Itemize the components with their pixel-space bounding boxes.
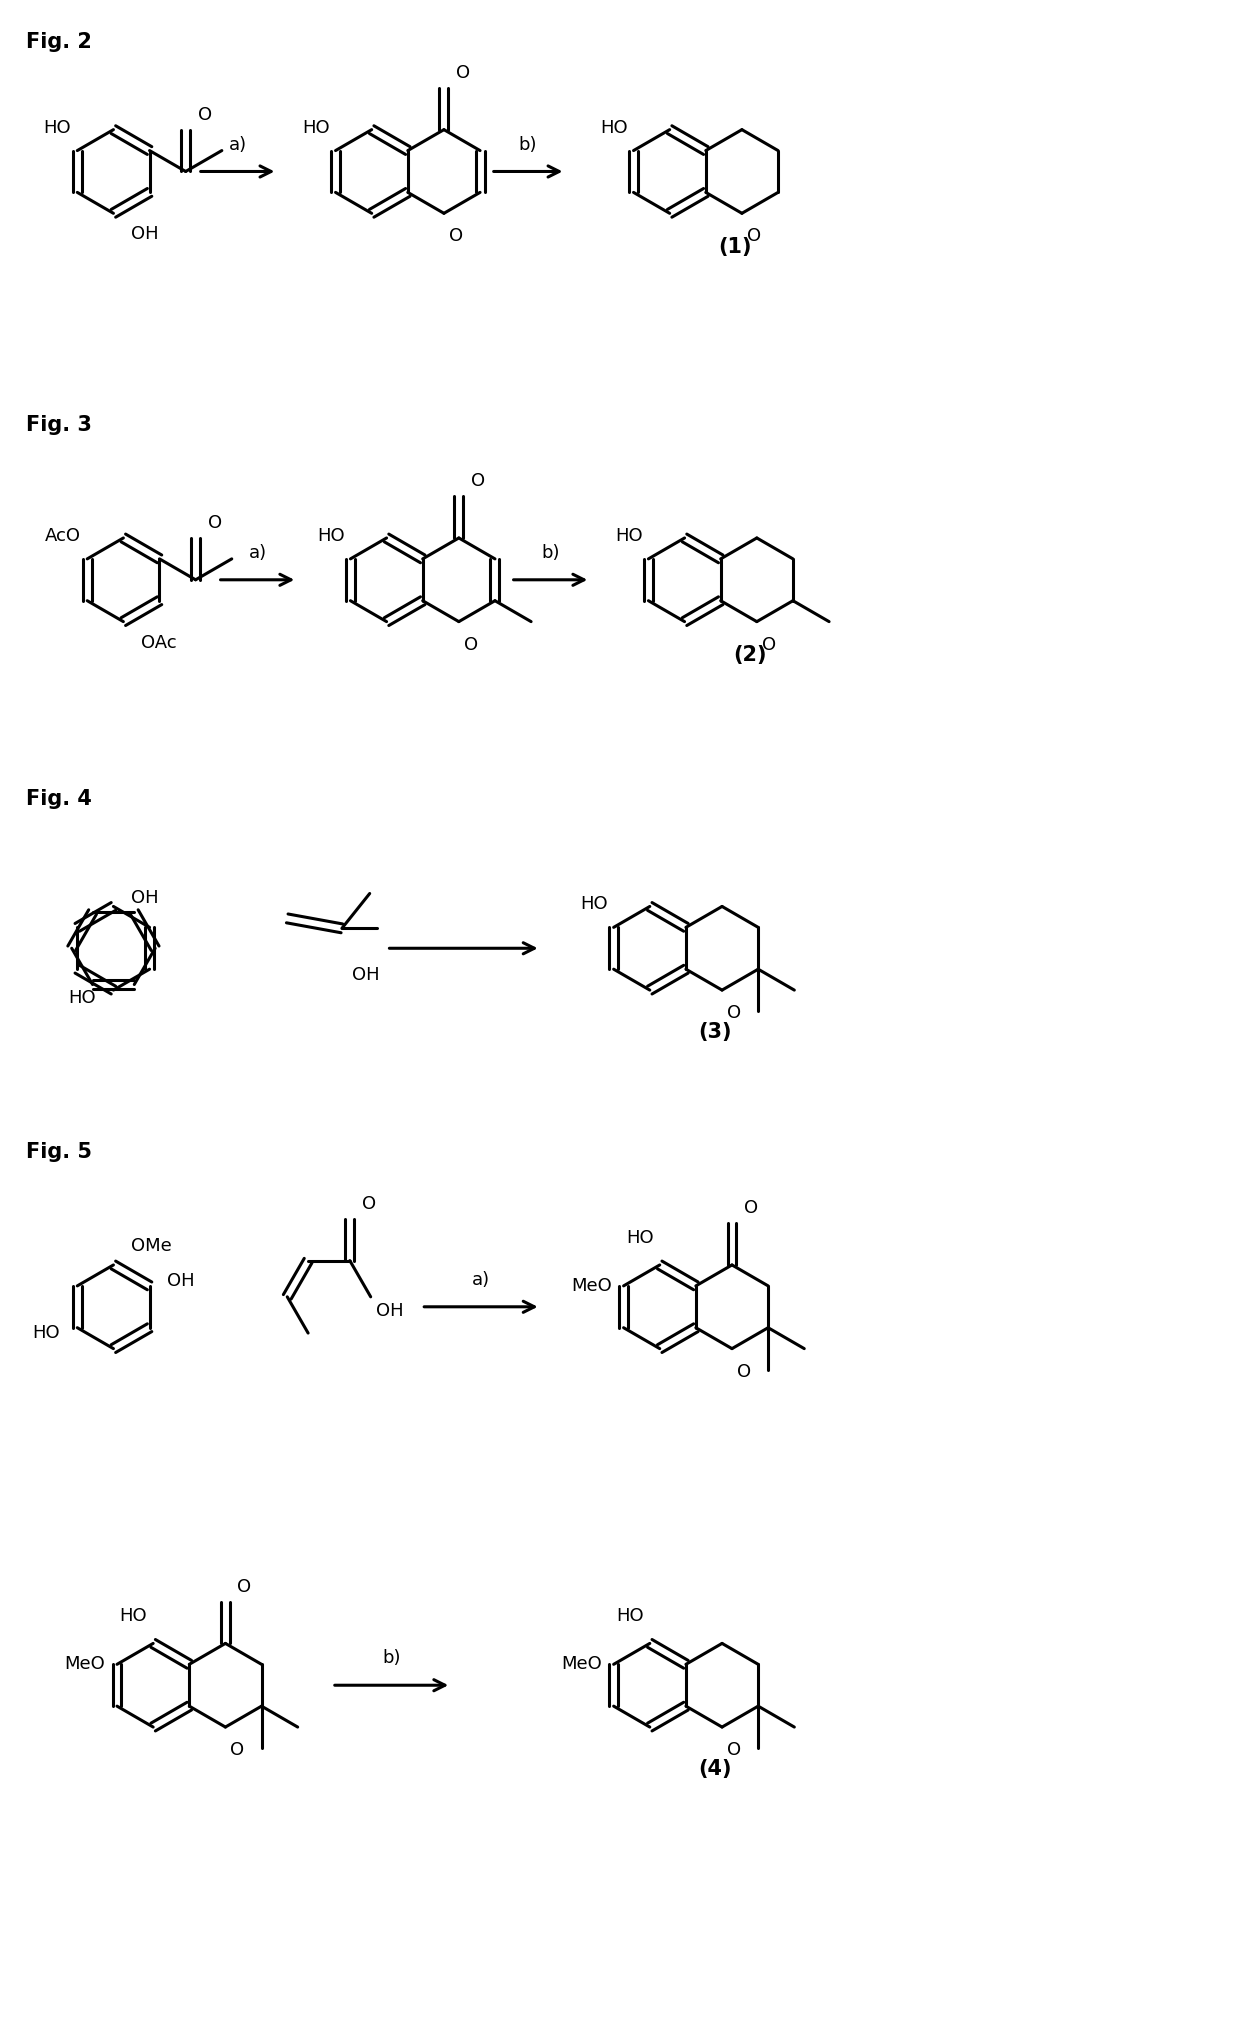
Text: O: O [727, 1004, 742, 1022]
Text: O: O [727, 1740, 742, 1758]
Text: HO: HO [303, 118, 330, 136]
Text: MeO: MeO [570, 1278, 611, 1296]
Text: OH: OH [131, 225, 159, 243]
Text: OH: OH [131, 890, 159, 907]
Text: OMe: OMe [131, 1237, 172, 1255]
Text: HO: HO [317, 527, 345, 546]
Text: Fig. 4: Fig. 4 [26, 789, 92, 809]
Text: O: O [464, 635, 477, 653]
Text: O: O [737, 1363, 751, 1381]
Text: (3): (3) [698, 1022, 732, 1042]
Text: HO: HO [119, 1608, 148, 1626]
Text: MeO: MeO [64, 1655, 105, 1673]
Text: OH: OH [376, 1302, 403, 1320]
Text: (2): (2) [733, 645, 766, 665]
Text: HO: HO [626, 1229, 653, 1247]
Text: (4): (4) [698, 1758, 732, 1779]
Text: OAc: OAc [141, 633, 177, 651]
Text: HO: HO [43, 118, 72, 136]
Text: O: O [456, 63, 470, 81]
Text: HO: HO [580, 896, 608, 913]
Text: HO: HO [68, 990, 95, 1008]
Text: HO: HO [32, 1324, 60, 1343]
Text: O: O [197, 105, 212, 124]
Text: OH: OH [167, 1272, 195, 1290]
Text: Fig. 5: Fig. 5 [26, 1142, 92, 1162]
Text: O: O [761, 635, 776, 653]
Text: O: O [449, 227, 463, 245]
Text: MeO: MeO [560, 1655, 601, 1673]
Text: AcO: AcO [46, 527, 82, 546]
Text: O: O [231, 1740, 244, 1758]
Text: O: O [744, 1199, 758, 1217]
Text: (1): (1) [718, 237, 751, 258]
Text: b): b) [541, 544, 559, 562]
Text: O: O [362, 1194, 376, 1213]
Text: HO: HO [616, 1608, 644, 1626]
Text: b): b) [382, 1649, 401, 1667]
Text: O: O [746, 227, 761, 245]
Text: a): a) [228, 136, 247, 154]
Text: a): a) [472, 1272, 490, 1290]
Text: a): a) [248, 544, 267, 562]
Text: b): b) [518, 136, 537, 154]
Text: O: O [207, 513, 222, 531]
Text: O: O [237, 1578, 252, 1596]
Text: O: O [471, 473, 485, 491]
Text: Fig. 2: Fig. 2 [26, 32, 92, 53]
Text: OH: OH [352, 965, 379, 984]
Text: Fig. 3: Fig. 3 [26, 416, 92, 436]
Text: HO: HO [615, 527, 642, 546]
Text: HO: HO [600, 118, 627, 136]
